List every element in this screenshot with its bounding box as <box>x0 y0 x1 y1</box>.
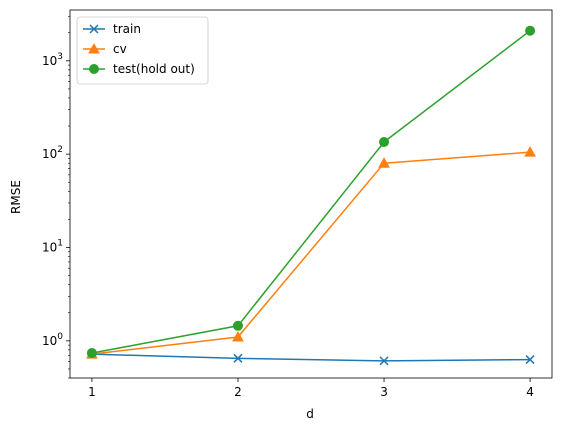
legend-label: test(hold out) <box>113 62 195 76</box>
data-point <box>379 356 389 366</box>
data-point <box>525 25 536 36</box>
x-tick-label: 2 <box>234 385 242 399</box>
series-line <box>91 30 531 354</box>
legend-entry: test(hold out) <box>83 62 195 76</box>
series-line <box>91 353 531 362</box>
data-point <box>379 136 390 147</box>
legend: train cv test(hold out) <box>76 16 209 85</box>
plot-area: 1 2 3 4 100 101 102 103 train cv test(hold out) <box>42 9 553 399</box>
legend-marker <box>89 64 99 74</box>
x-tick-label: 4 <box>526 385 534 399</box>
data-point <box>524 146 536 157</box>
legend-frame <box>76 16 209 85</box>
data-point <box>232 320 243 331</box>
series-3 <box>86 25 536 359</box>
data-point <box>378 157 390 168</box>
y-axis-label: RMSE <box>9 180 23 214</box>
legend-entry: train <box>83 22 141 36</box>
data-point <box>86 348 97 359</box>
series-1 <box>87 349 535 366</box>
legend-label: cv <box>113 42 127 56</box>
x-tick-label: 1 <box>88 385 96 399</box>
plot-frame <box>69 9 553 379</box>
series-2 <box>86 146 536 359</box>
y-tick-label: 101 <box>42 238 63 254</box>
data-point <box>233 353 243 363</box>
data-point <box>525 355 535 365</box>
data-point <box>232 330 244 342</box>
legend-marker <box>88 42 100 54</box>
legend-marker <box>89 24 99 34</box>
legend-entry: cv <box>83 42 127 56</box>
x-axis-label: d <box>306 407 314 421</box>
series-line <box>91 151 531 355</box>
y-tick-label: 100 <box>42 332 63 348</box>
legend-label: train <box>113 22 141 36</box>
y-tick-label: 102 <box>42 145 63 161</box>
x-tick-label: 3 <box>380 385 388 399</box>
y-tick-label: 103 <box>42 52 63 68</box>
